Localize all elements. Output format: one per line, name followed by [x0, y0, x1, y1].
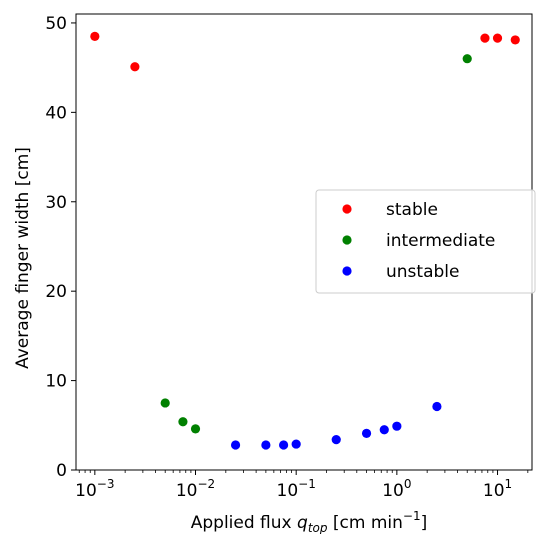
data-point-unstable [361, 428, 372, 438]
y-axis-label: Average finger width [cm] [13, 147, 33, 369]
legend-label-stable: stable [386, 200, 438, 220]
data-point-intermediate [190, 424, 201, 434]
x-tick-label: 10−1 [277, 477, 316, 501]
legend-label-unstable: unstable [386, 262, 459, 282]
data-point-stable [480, 33, 490, 43]
legend-marker-unstable [342, 266, 352, 276]
data-point-intermediate [178, 417, 188, 427]
data-point-unstable [291, 439, 301, 449]
legend-label-intermediate: intermediate [386, 231, 495, 251]
x-axis-minor-ticks [78, 470, 529, 473]
x-axis-label-pre: Applied flux [191, 513, 297, 533]
y-tick-label: 40 [45, 103, 67, 123]
legend-marker-stable [342, 204, 352, 214]
data-point-stable [510, 35, 520, 45]
x-tick-label: 10−3 [75, 477, 114, 501]
legend-marker-intermediate [342, 235, 352, 245]
data-point-stable [90, 31, 100, 41]
x-tick-label: 101 [483, 477, 512, 501]
x-axis-label-sub: top [308, 521, 328, 534]
x-axis-label: Applied flux qtop [cm min−1] [191, 509, 427, 534]
data-point-unstable [230, 440, 241, 450]
data-point-stable [130, 62, 140, 72]
y-axis-ticks: 0 10 20 30 40 50 [45, 14, 76, 481]
x-axis-label-post: [cm min [327, 513, 402, 533]
data-point-stable [492, 33, 503, 43]
data-point-unstable [379, 425, 389, 435]
y-tick-label: 20 [45, 282, 67, 302]
x-axis-label-end: ] [421, 513, 428, 533]
data-points [90, 31, 520, 450]
y-tick-label: 0 [56, 461, 67, 481]
y-tick-label: 50 [45, 14, 67, 34]
x-axis-ticks: 10−3 10−2 10−1 100 101 [75, 470, 512, 501]
data-point-intermediate [462, 54, 472, 64]
y-tick-label: 30 [45, 193, 67, 213]
x-axis-label-var: q [297, 513, 308, 533]
x-tick-label: 100 [382, 477, 411, 501]
data-point-unstable [331, 435, 341, 445]
data-point-intermediate [160, 398, 170, 408]
legend: stable intermediate unstable [315, 189, 536, 294]
data-point-unstable [261, 440, 271, 450]
data-point-unstable [279, 440, 289, 450]
data-point-unstable [392, 421, 402, 431]
legend-box [315, 189, 536, 294]
y-tick-label: 10 [45, 372, 67, 392]
data-point-unstable [432, 401, 442, 412]
x-tick-label: 10−2 [176, 477, 215, 501]
x-axis-label-sup: −1 [403, 509, 421, 523]
